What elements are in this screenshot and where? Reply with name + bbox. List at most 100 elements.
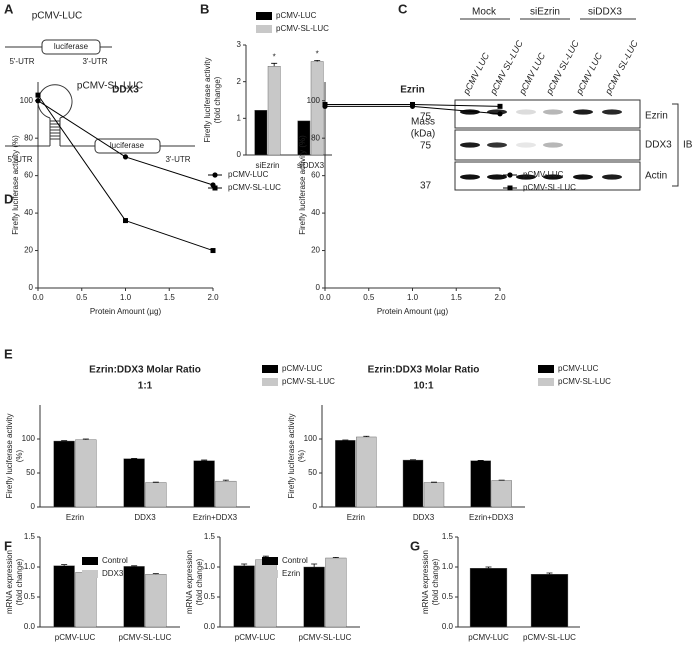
panel-label: E: [4, 346, 13, 361]
band: [516, 142, 536, 148]
band: [573, 174, 593, 180]
legend-label: pCMV-SL-LUC: [228, 183, 281, 192]
blot-row-label: Actin: [645, 171, 667, 182]
y-axis-label: Firefly luciferase activity: [203, 58, 212, 143]
bracket: [672, 103, 679, 187]
bar: [423, 482, 445, 508]
y-tick-label: 3: [237, 40, 242, 49]
y-tick-label: 100: [22, 434, 36, 443]
x-tick-label: pCMV-SL-LUC: [119, 633, 172, 642]
y-tick-label: 0: [29, 283, 34, 292]
panel-label: D: [4, 191, 13, 206]
band: [602, 109, 622, 115]
bar: [53, 565, 75, 628]
gene-label: luciferase: [110, 141, 145, 150]
error-bar: [485, 566, 492, 569]
y-axis-label: (fold change): [431, 558, 440, 605]
legend-marker: [212, 185, 218, 191]
bar: [335, 440, 356, 508]
legend-label: DDX3: [102, 569, 124, 578]
band: [460, 174, 480, 180]
x-tick-label: Ezrin+DDX3: [469, 513, 514, 522]
y-tick-label: 50: [308, 468, 317, 477]
group-label: siDDX3: [588, 7, 622, 18]
legend-label: pCMV-LUC: [282, 364, 323, 373]
chart-title: Ezrin:DDX3 Molar Ratio: [368, 365, 480, 376]
legend-marker: [212, 172, 218, 178]
legend-swatch: [538, 378, 554, 386]
x-tick-label: Ezrin: [66, 513, 84, 522]
x-tick-label: pCMV-LUC: [55, 633, 96, 642]
error-bar: [201, 459, 208, 461]
utr-label: 5'-UTR: [9, 57, 34, 66]
x-tick-label: 0.5: [363, 293, 375, 302]
mass-marker: 75: [420, 141, 432, 152]
legend-marker: [507, 185, 513, 191]
y-tick-label: 100: [20, 96, 34, 105]
x-tick-label: 0.5: [76, 293, 88, 302]
y-axis-label: mRNA expression: [5, 550, 14, 614]
y-tick-label: 20: [311, 246, 320, 255]
x-tick-label: 1.5: [164, 293, 176, 302]
band: [487, 174, 507, 180]
bar: [470, 460, 491, 508]
x-tick-label: siEzrin: [255, 161, 279, 170]
data-point: [35, 98, 41, 104]
y-tick-label: 0: [313, 502, 318, 511]
y-tick-label: 100: [304, 434, 318, 443]
legend-label: pCMV-SL-LUC: [558, 377, 611, 386]
legend-label: Control: [282, 556, 308, 565]
data-point: [497, 111, 503, 117]
lane-label: pCMV LUC: [574, 51, 605, 97]
y-tick-label: 0.5: [204, 592, 216, 601]
error-bar: [152, 573, 159, 575]
y-axis-label: Firefly luciferase activity: [5, 414, 14, 499]
bar: [469, 568, 508, 628]
construct-name: pCMV-SL-LUC: [77, 81, 143, 92]
utr-label: 3'-UTR: [82, 57, 107, 66]
band: [573, 109, 593, 115]
x-tick-label: 1.5: [451, 293, 463, 302]
band: [602, 174, 622, 180]
bar: [75, 439, 97, 508]
x-tick-label: pCMV-SL-LUC: [299, 633, 352, 642]
bar: [491, 480, 512, 508]
y-tick-label: 40: [311, 208, 320, 217]
bar: [215, 480, 237, 508]
bar: [297, 120, 311, 156]
chart-title: DDX3: [112, 85, 139, 96]
bar: [530, 574, 569, 628]
x-tick-label: pCMV-SL-LUC: [523, 633, 576, 642]
legend-swatch: [256, 12, 272, 20]
y-tick-label: 80: [24, 133, 33, 142]
construct-diagram: pCMV-LUC luciferase 5'-UTR 3'-UTR pCMV-S…: [5, 11, 195, 164]
error-bar: [271, 62, 278, 67]
x-tick-label: Ezrin+DDX3: [193, 513, 238, 522]
panel-label: B: [200, 1, 209, 16]
y-tick-label: 0.5: [442, 592, 454, 601]
legend-label: pCMV-SL-LUC: [276, 24, 329, 33]
gene-label: luciferase: [54, 42, 89, 51]
band: [543, 142, 563, 148]
data-point: [122, 154, 129, 160]
y-tick-label: 1.0: [204, 562, 216, 571]
y-tick-label: 0: [31, 502, 36, 511]
bar: [325, 557, 347, 628]
y-tick-label: 1.0: [24, 562, 36, 571]
error-bar: [314, 60, 321, 62]
error-bar: [131, 565, 138, 567]
y-axis-label: (fold change): [15, 558, 24, 605]
x-tick-label: Ezrin: [347, 513, 365, 522]
y-tick-label: 1.5: [204, 532, 216, 541]
utr-label: 5'-UTR: [7, 155, 32, 164]
band: [516, 174, 536, 180]
y-tick-label: 40: [24, 208, 33, 217]
x-tick-label: DDX3: [413, 513, 435, 522]
legend-label: pCMV-LUC: [228, 170, 269, 179]
bar: [233, 565, 255, 628]
data-point: [35, 92, 41, 98]
y-axis-label: (%): [297, 449, 306, 462]
blot-strip: [454, 161, 641, 191]
x-tick-label: pCMV-LUC: [468, 633, 509, 642]
lane-label: pCMV SL-LUC: [603, 38, 640, 97]
